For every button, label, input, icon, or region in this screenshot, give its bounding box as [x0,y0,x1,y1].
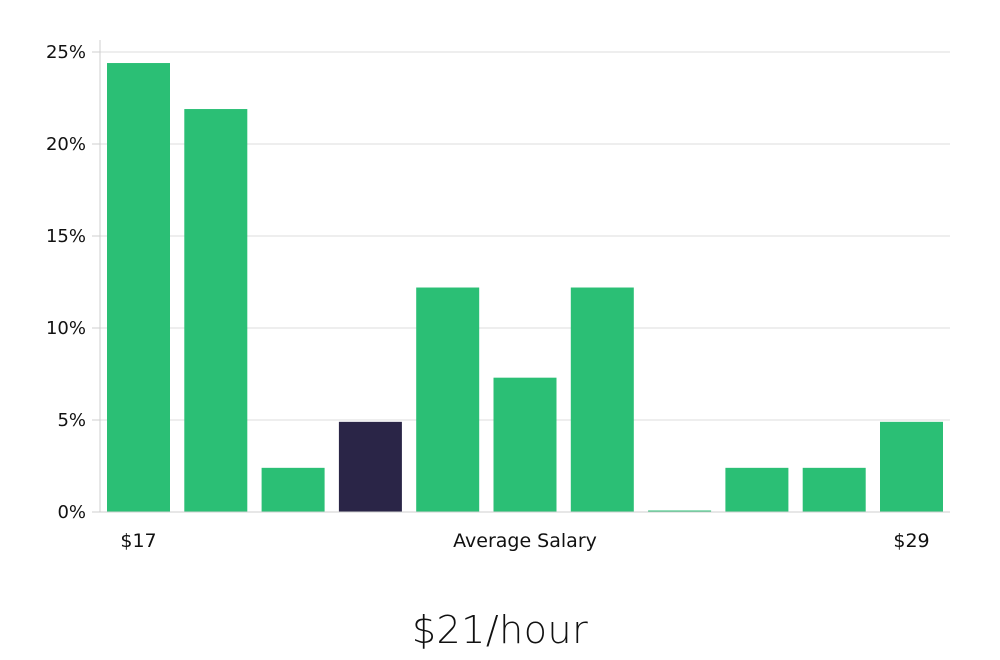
average-salary-value: $21/hour [411,608,589,652]
bar [261,467,325,512]
y-tick-label: 20% [46,134,86,155]
bar [570,287,634,512]
bar [107,63,170,512]
y-tick-label: 10% [46,318,86,339]
y-tick-label: 25% [46,42,86,63]
x-axis-min-label: $17 [120,530,156,552]
bar [184,109,248,512]
y-axis-ticks: 0% 5% 10% 15% 20% 25% [46,42,100,523]
y-tick-label: 5% [57,410,86,431]
bar [416,287,480,512]
histogram-plot: 0% 5% 10% 15% 20% 25% $17 Average Salary $29 [46,40,950,552]
bar [725,467,789,512]
bar [880,421,943,512]
bar [802,467,866,512]
y-tick-label: 15% [46,226,86,247]
bars [107,63,943,512]
bar-highlighted [338,421,402,512]
bar [493,377,557,512]
x-axis-title: Average Salary [453,530,597,552]
bar [648,510,712,512]
y-tick-label: 0% [57,502,86,523]
x-axis-max-label: $29 [893,530,929,552]
